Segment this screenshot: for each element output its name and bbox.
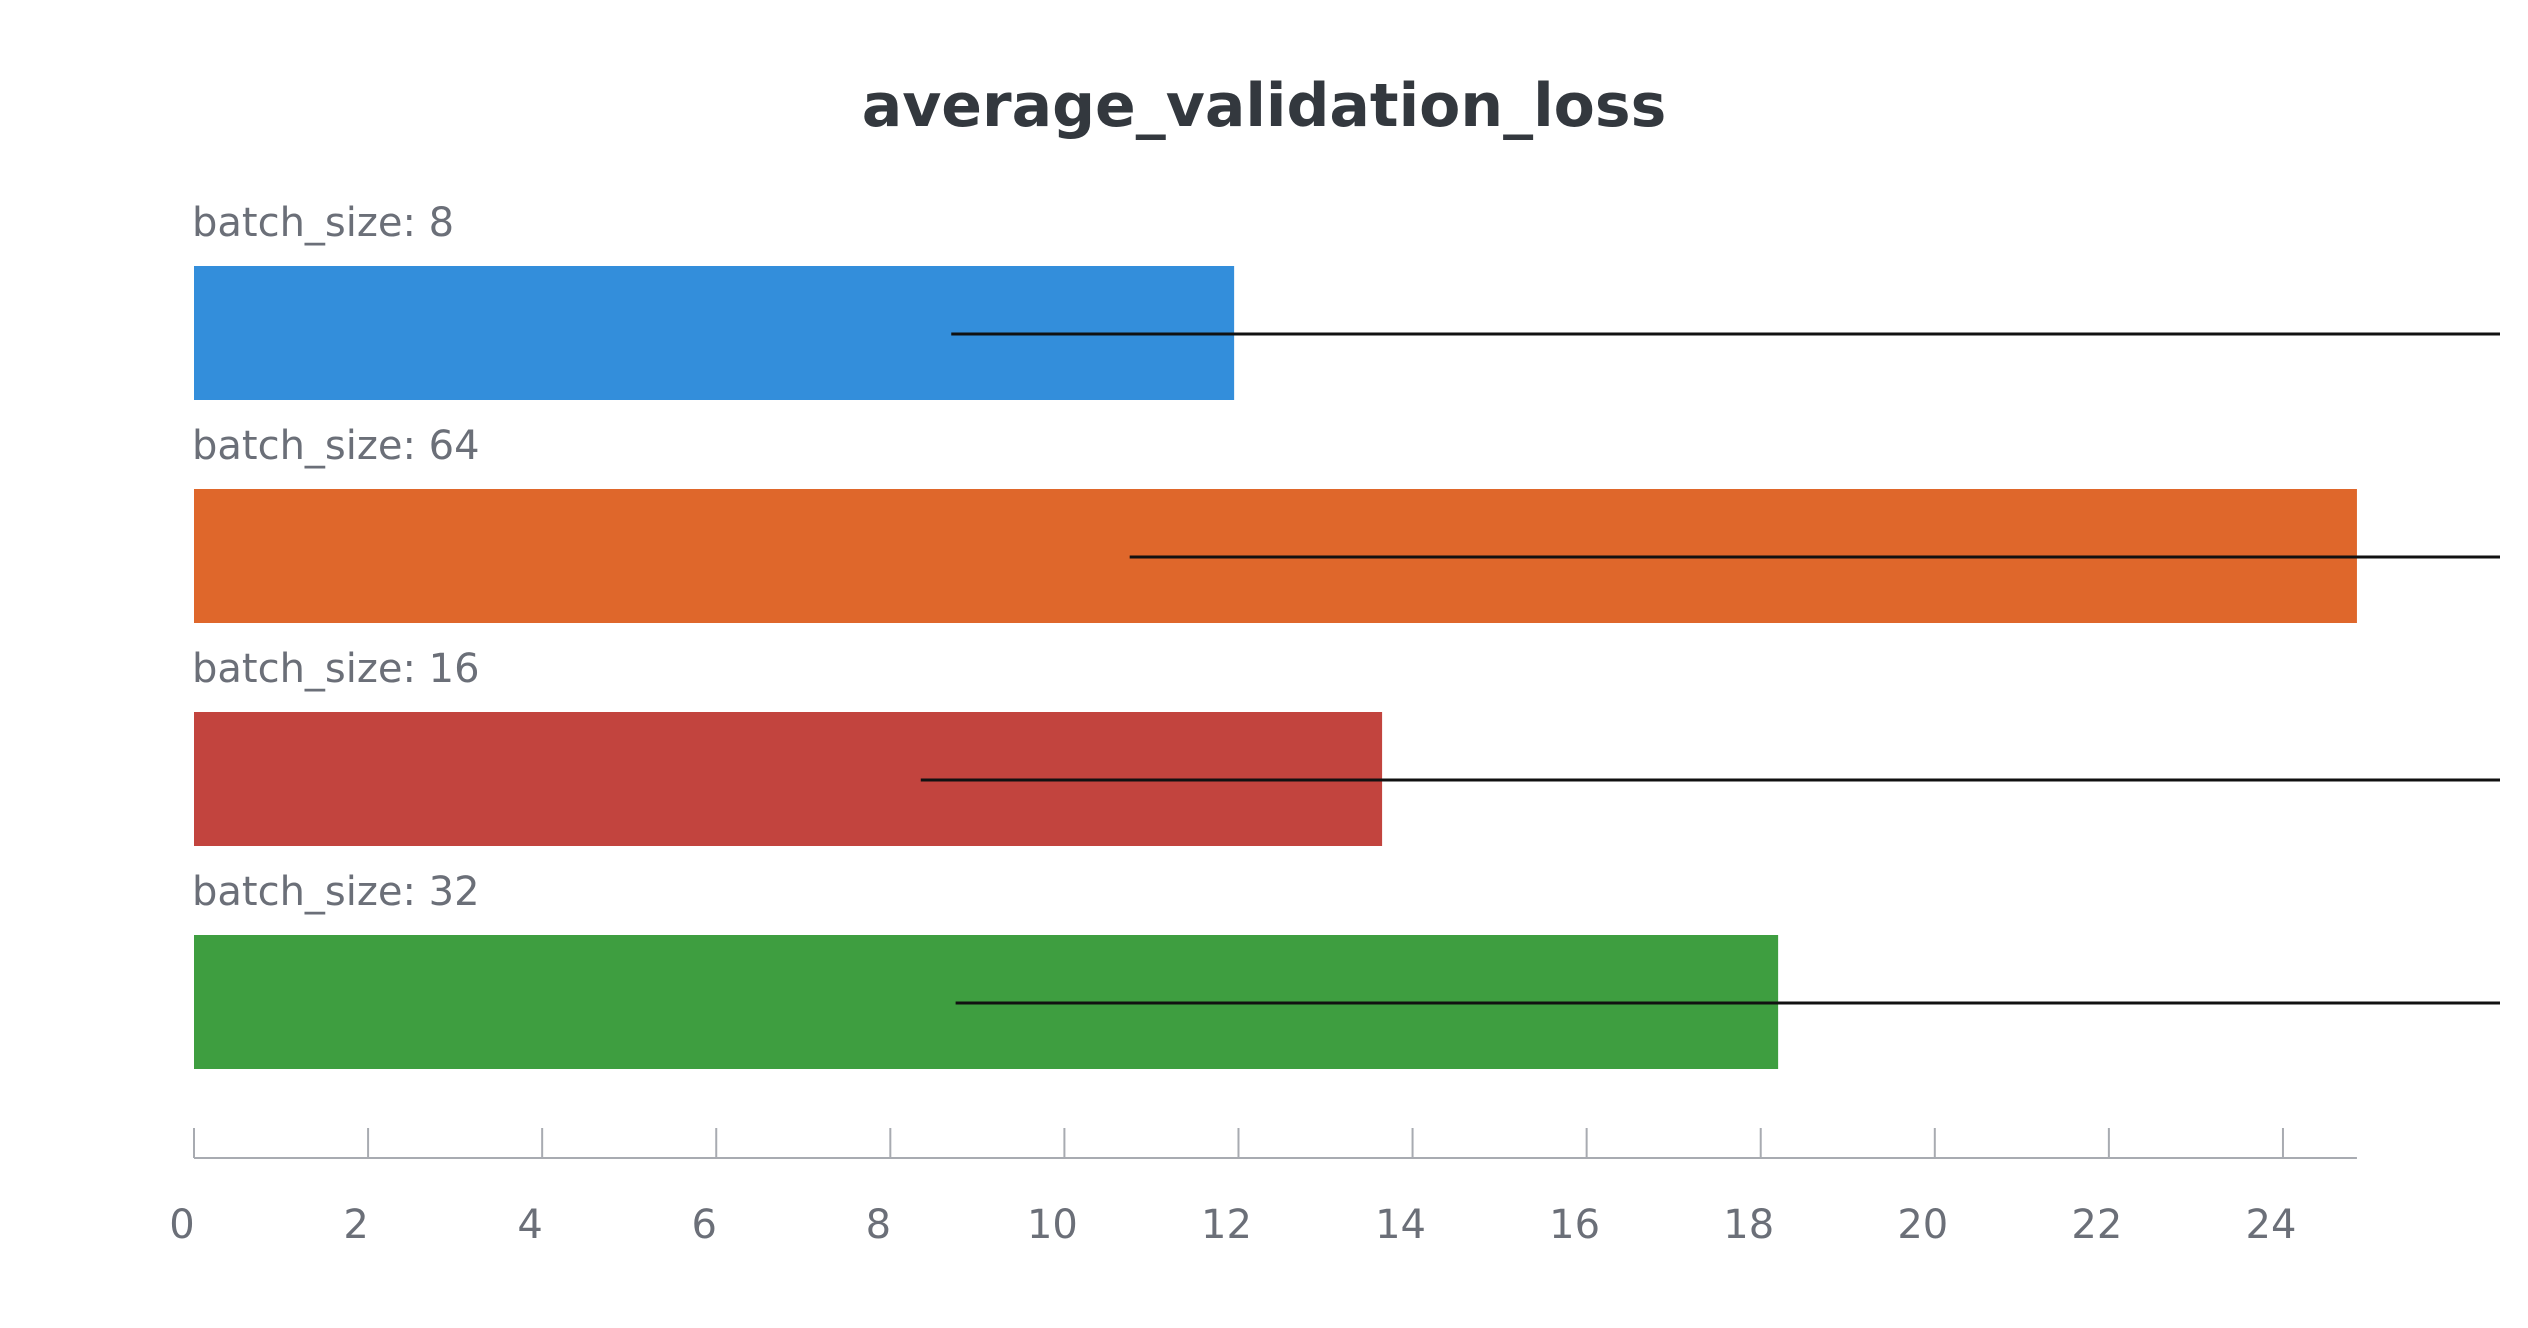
- x-tick-label: 10: [1027, 1202, 1078, 1248]
- bar-group: batch_size: 32: [192, 869, 2500, 1069]
- x-tick-label: 0: [169, 1202, 194, 1248]
- chart-title: average_validation_loss: [862, 71, 1667, 141]
- bar-group: batch_size: 16: [192, 646, 2500, 846]
- bar-group: batch_size: 8: [192, 200, 2500, 400]
- bar-label: batch_size: 32: [192, 869, 480, 915]
- x-tick-label: 14: [1375, 1202, 1426, 1248]
- bar-label: batch_size: 8: [192, 200, 454, 246]
- x-tick-label: 16: [1549, 1202, 1600, 1248]
- x-tick-label: 6: [692, 1202, 717, 1248]
- x-tick-label: 12: [1201, 1202, 1252, 1248]
- x-tick-label: 4: [517, 1202, 542, 1248]
- x-tick-label: 2: [343, 1202, 368, 1248]
- bars-layer: batch_size: 8 batch_size: 64 batch_size: 1…: [192, 200, 2500, 1069]
- x-tick-label: 20: [1897, 1202, 1948, 1248]
- bar-label: batch_size: 16: [192, 646, 480, 692]
- x-axis: 0 2 4 6 8 10 12 14 16 18 20 22 24: [169, 1128, 2357, 1248]
- x-tick-label: 24: [2246, 1202, 2297, 1248]
- x-tick-label: 22: [2071, 1202, 2122, 1248]
- bar-label: batch_size: 64: [192, 423, 480, 469]
- x-tick-label: 8: [866, 1202, 891, 1248]
- x-tick-label: 18: [1723, 1202, 1774, 1248]
- bar-group: batch_size: 64: [192, 423, 2500, 623]
